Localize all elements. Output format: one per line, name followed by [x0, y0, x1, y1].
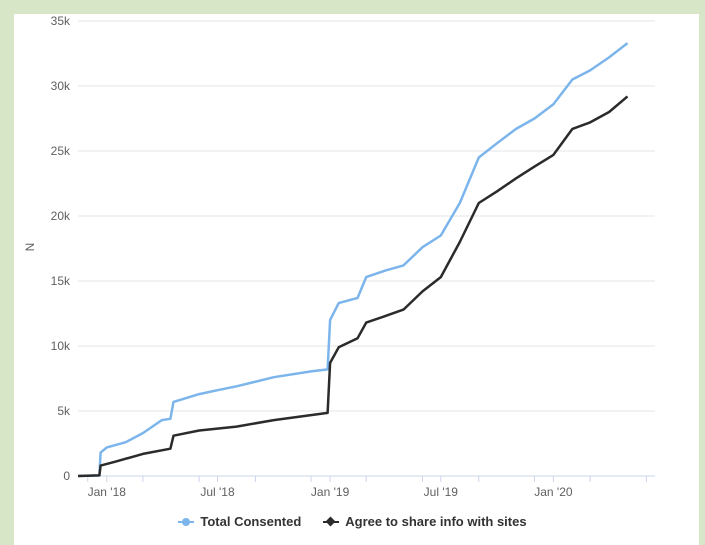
y-tick-label: 15k — [51, 274, 71, 288]
x-tick-label: Jan '19 — [311, 485, 350, 499]
y-axis-label: N — [23, 243, 37, 252]
y-tick-label: 5k — [57, 404, 71, 418]
legend: Total Consented Agree to share info with… — [0, 514, 705, 529]
legend-item-agree-share[interactable]: Agree to share info with sites — [323, 514, 527, 529]
series-lines — [77, 42, 629, 478]
legend-label-total-consented: Total Consented — [200, 514, 302, 529]
y-tick-label: 35k — [51, 14, 71, 28]
x-tick-label: Jul '18 — [200, 485, 235, 499]
gridlines — [78, 20, 655, 477]
legend-item-total-consented[interactable]: Total Consented — [178, 514, 301, 529]
y-tick-label: 0 — [63, 469, 70, 483]
x-tick-label: Jan '18 — [88, 485, 127, 499]
legend-label-agree-share: Agree to share info with sites — [345, 514, 527, 529]
y-tick-label: 25k — [51, 144, 71, 158]
y-tick-label: 10k — [51, 339, 71, 353]
circle-marker-icon — [178, 517, 195, 527]
x-axis-ticks: Jan '18 Jul '18 Jan '19 Jul '19 Jan '20 — [87, 476, 647, 499]
diamond-marker-icon — [323, 516, 340, 527]
series-line-total-consented[interactable] — [77, 42, 629, 478]
y-axis-ticks: 0 5k 10k 15k 20k 25k 30k 35k — [51, 14, 71, 483]
series-line-agree-share[interactable] — [77, 95, 629, 478]
x-tick-label: Jan '20 — [534, 485, 573, 499]
y-tick-label: 30k — [51, 79, 71, 93]
x-tick-label: Jul '19 — [424, 485, 459, 499]
y-tick-label: 20k — [51, 209, 71, 223]
